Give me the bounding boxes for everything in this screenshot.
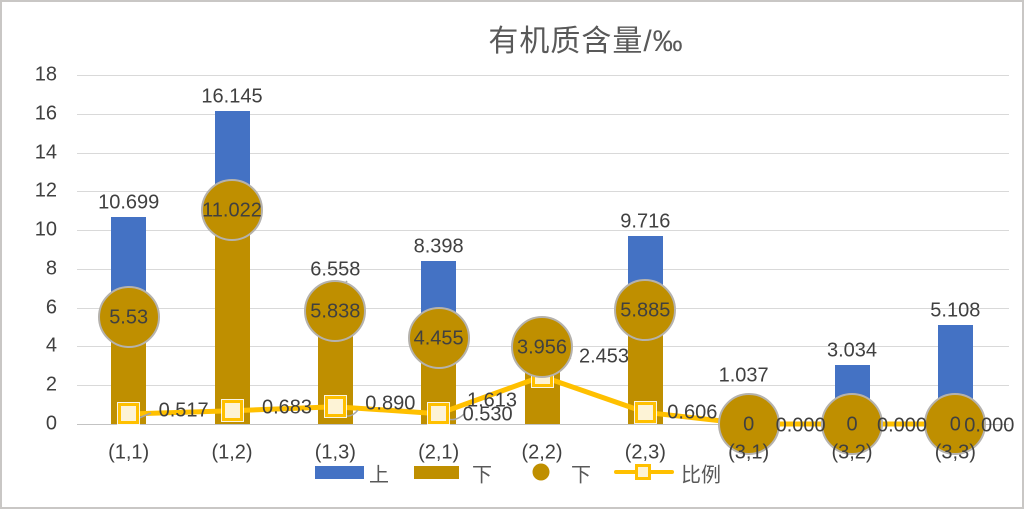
y-axis-tick-label: 2	[45, 373, 57, 396]
x-axis-category-label: (1,1)	[108, 441, 150, 464]
upper-bar-label: 16.145	[201, 85, 263, 108]
upper-bar-label: 3.034	[826, 339, 878, 362]
y-axis-tick-label: 8	[45, 257, 57, 280]
x-axis-category-label: (2,2)	[521, 441, 563, 464]
lower-circle-label: 5.885	[620, 299, 671, 322]
ratio-line-marker[interactable]	[428, 403, 450, 425]
y-axis-tick-label: 0	[45, 412, 57, 435]
ratio-line-label: 2.453	[578, 345, 630, 368]
lower-circle-label: 0	[949, 413, 961, 436]
y-axis-tick-label: 12	[34, 179, 57, 202]
ratio-line-label: 0.000	[964, 414, 1015, 437]
upper-bar-label: 10.699	[98, 191, 160, 214]
ratio-line-label: 0.000	[775, 414, 826, 437]
y-gridline	[77, 307, 1009, 309]
y-gridline	[77, 268, 1009, 270]
bar-lower[interactable]	[214, 210, 250, 424]
chart-title[interactable]: 有机质含量/‰	[488, 25, 684, 58]
lower-circle-label: 3.956	[516, 336, 568, 359]
lower-circle-label: 0	[846, 413, 858, 436]
y-axis-tick-label: 14	[34, 141, 57, 164]
legend-label-lower-circle[interactable]: 下	[571, 464, 591, 487]
lower-circle-marker[interactable]	[97, 285, 160, 348]
upper-bar-label: 6.558	[310, 258, 361, 281]
ratio-line-marker[interactable]	[118, 403, 140, 425]
legend-swatch-line-marker[interactable]	[635, 464, 651, 480]
x-axis-category-label: (2,1)	[418, 441, 460, 464]
y-axis-tick-label: 6	[45, 296, 57, 319]
legend-swatch-bar-lower[interactable]	[414, 466, 459, 479]
x-axis-category-label: (3,1)	[728, 441, 770, 464]
lower-circle-marker[interactable]	[614, 278, 677, 341]
ratio-line-marker[interactable]	[221, 400, 243, 422]
x-axis-category-label: (3,2)	[831, 441, 873, 464]
y-axis-tick-label: 16	[34, 102, 57, 125]
ratio-line-label: 0.530	[462, 403, 513, 426]
ratio-line-marker[interactable]	[634, 401, 656, 423]
y-gridline	[77, 75, 1009, 76]
ratio-line-label: 0.000	[876, 414, 928, 437]
y-axis-tick-label: 4	[45, 334, 57, 357]
y-gridline	[77, 191, 1009, 193]
ratio-line-label: 0.517	[158, 399, 209, 422]
ratio-line-label: 0.890	[365, 392, 416, 415]
ratio-line-label: 0.606	[667, 401, 718, 424]
y-gridline	[77, 113, 1009, 115]
y-axis-tick-label: 10	[34, 218, 57, 241]
upper-bar-label: 9.716	[620, 210, 671, 233]
y-axis-tick-label: 18	[34, 63, 57, 86]
ratio-line-marker[interactable]	[324, 396, 346, 418]
legend-label-upper[interactable]: 上	[369, 464, 389, 487]
lower-circle-label: 5.53	[109, 306, 149, 329]
x-axis-category-label: (1,3)	[314, 441, 356, 464]
lower-circle-label: 11.022	[202, 199, 262, 222]
legend-swatch-bar-upper[interactable]	[315, 466, 364, 479]
x-axis-category-label: (1,2)	[211, 441, 253, 464]
ratio-line-label: 0.683	[261, 396, 313, 419]
upper-bar-label: 5.108	[930, 299, 981, 322]
lower-circle-marker[interactable]	[201, 179, 263, 242]
lower-circle-marker[interactable]	[304, 279, 367, 342]
lower-circle-marker[interactable]	[407, 306, 470, 369]
legend-swatch-circle-lower[interactable]	[532, 463, 550, 481]
lower-circle-label: 5.838	[310, 300, 361, 323]
legend-label-lower-bar[interactable]: 下	[472, 464, 492, 487]
lower-circle-label: 0	[743, 413, 755, 436]
upper-bar-label: 1.037	[718, 364, 769, 387]
x-axis-category-label: (3,3)	[934, 441, 976, 464]
y-gridline	[77, 230, 1009, 232]
lower-circle-label: 4.455	[413, 327, 464, 350]
y-gridline	[77, 152, 1009, 154]
upper-bar-label: 8.398	[413, 235, 464, 258]
x-axis-category-label: (2,3)	[624, 441, 666, 464]
legend-label-ratio[interactable]: 比例	[681, 464, 721, 487]
